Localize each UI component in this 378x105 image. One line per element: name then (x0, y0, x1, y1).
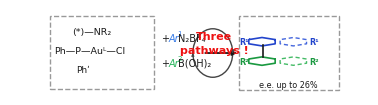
Text: Phʹ: Phʹ (76, 66, 90, 75)
Text: N₂BF₄: N₂BF₄ (178, 34, 206, 44)
Text: R²′: R²′ (239, 58, 251, 67)
Text: +: + (161, 34, 169, 44)
Text: pathways !: pathways ! (180, 46, 249, 56)
Text: R¹′: R¹′ (239, 38, 251, 47)
Text: +: + (161, 58, 169, 69)
Text: B(OH)₂: B(OH)₂ (178, 58, 211, 69)
Text: e.e. up to 26%: e.e. up to 26% (259, 81, 318, 90)
Text: R²: R² (309, 58, 319, 67)
Text: Ar: Ar (169, 58, 179, 69)
Text: Ph—P—Auᴸ—Cl: Ph—P—Auᴸ—Cl (54, 47, 125, 56)
Text: (*)—NR₂: (*)—NR₂ (72, 28, 112, 37)
Text: R¹: R¹ (309, 38, 319, 47)
Text: 1: 1 (177, 31, 181, 37)
Text: Three: Three (196, 32, 232, 42)
Text: Ar: Ar (169, 34, 179, 44)
Text: 2: 2 (177, 56, 181, 62)
